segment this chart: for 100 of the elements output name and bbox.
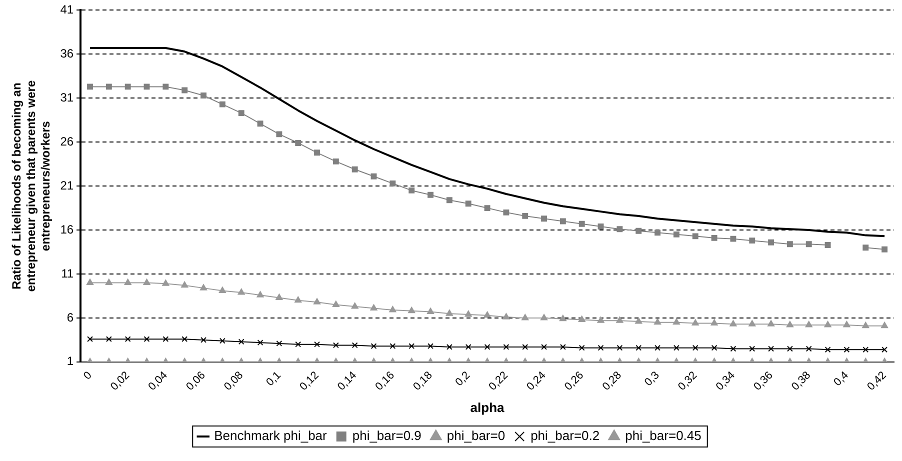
point [124,278,132,286]
point [465,200,472,207]
point [446,197,452,204]
point [654,318,662,325]
point [484,311,491,318]
y-tick-label: 21 [60,178,74,192]
point [86,278,94,286]
point [370,343,377,350]
point [370,304,378,311]
point [314,341,320,348]
legend-label: phi_bar=0.2 [530,428,600,444]
point [446,344,452,350]
point [446,310,453,316]
point [257,340,264,346]
point [692,344,698,351]
x-tick-label: 0,38 [790,369,814,394]
x-tick-label: 0,22 [486,369,510,394]
point [332,342,339,348]
point [484,205,490,212]
point [408,343,415,350]
point [351,302,358,309]
point [200,284,208,290]
point [522,212,528,219]
point [484,344,490,350]
point [598,344,604,351]
point [786,346,793,352]
point [635,317,642,324]
legend-label: phi_bar=0.9 [352,428,422,444]
point [806,241,812,248]
point [824,346,831,353]
point [276,131,282,138]
point [768,346,774,352]
point [408,187,415,194]
point [87,84,93,90]
point [578,344,585,351]
point [540,314,548,320]
point [182,87,188,94]
point [200,92,206,98]
point [597,316,604,323]
point [805,320,812,328]
x-tick-label: 0,02 [108,369,132,394]
point [882,346,888,353]
x-tick-label: 0,04 [146,369,170,394]
point [616,344,623,351]
point [144,336,150,342]
point [824,242,831,248]
y-tick-label: 6 [66,310,74,324]
point [181,281,188,288]
x-tick-label: 0,26 [562,369,586,394]
point [786,241,793,248]
point [182,336,188,342]
point [862,244,869,251]
x-tick-label: 0,18 [411,369,435,394]
x-tick-label: 0,1 [264,369,284,389]
y-tick-label: 16 [60,222,74,236]
x-tick-label: 0,14 [335,369,360,394]
point [843,320,850,328]
point [672,318,680,325]
x-tick-label: 0,16 [373,369,397,394]
point [616,226,623,232]
point [541,344,547,350]
point [143,278,150,286]
x-tick-label: 0,06 [184,369,208,394]
point [578,316,586,322]
point [352,166,358,172]
point [881,322,888,328]
point [692,233,698,240]
point [276,294,283,300]
point [502,313,510,320]
point [295,140,302,146]
x-tick-label: 0,28 [600,369,624,394]
point [464,310,472,317]
point [144,84,150,90]
point [748,320,756,326]
point [844,346,850,353]
point [730,320,737,326]
x-tick-label: 0,3 [642,369,662,389]
y-tick-label: 31 [60,90,74,104]
y-tick-label: 11 [61,266,74,280]
point [710,319,718,326]
x-tick-label: 0,4 [832,369,851,389]
y-tick-label: 1 [66,354,74,368]
point [749,346,756,352]
point [162,336,169,342]
point [219,101,226,108]
point [294,296,302,303]
y-tick-label: 26 [60,134,74,148]
point [522,344,528,350]
point [106,336,112,342]
point [598,224,604,230]
point [313,298,321,304]
point [503,209,510,216]
point [578,220,585,227]
point [256,291,264,298]
point [465,344,472,350]
point [806,346,812,352]
point [522,314,529,320]
point [882,246,888,252]
point [390,343,396,350]
point [218,286,226,293]
